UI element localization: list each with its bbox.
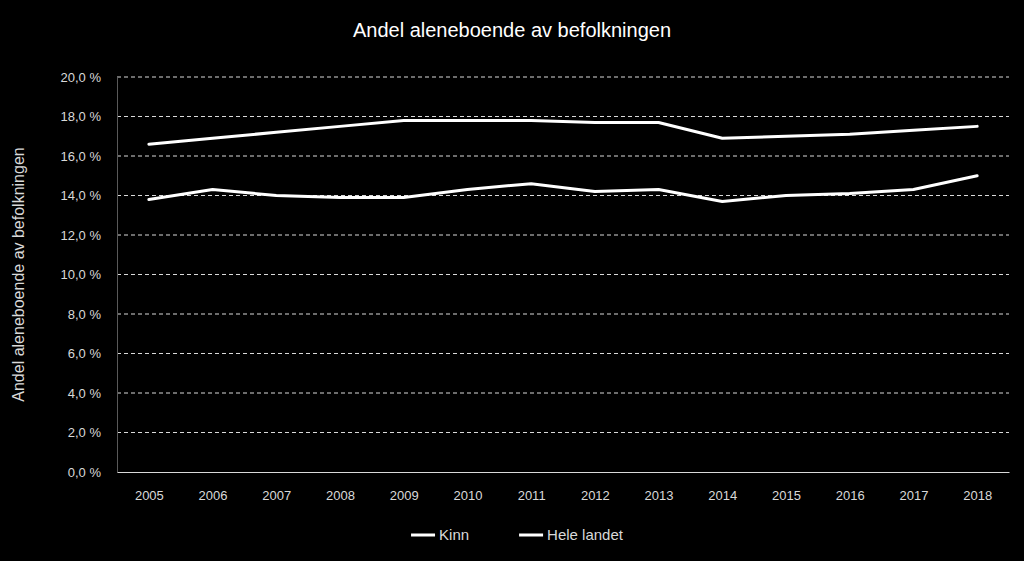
x-tick-label: 2007 [262, 488, 291, 503]
y-tick: 16,0 % [61, 149, 117, 164]
legend-label: Kinn [439, 526, 469, 543]
y-tick-label: 20,0 % [61, 70, 102, 85]
grid [117, 77, 1009, 433]
x-tick-label: 2016 [836, 488, 865, 503]
x-tick-label: 2014 [708, 488, 737, 503]
x-tick: 2009 [390, 472, 419, 503]
x-tick: 2015 [772, 472, 801, 503]
y-tick: 0,0 % [68, 465, 117, 480]
x-tick: 2013 [645, 472, 674, 503]
x-tick-label: 2010 [453, 488, 482, 503]
x-tick-label: 2013 [645, 488, 674, 503]
y-tick: 18,0 % [61, 109, 117, 124]
grid-line [117, 116, 1009, 117]
x-axis: 2005 2006 2007 2008 2009 2010 2011 2012 2013 2014… [118, 472, 1010, 503]
legend-item: Hele landet [519, 526, 624, 543]
y-tick-label: 14,0 % [61, 188, 102, 203]
plot: 0,0 % 2,0 % 4,0 % 6,0 % 8,0 % 10,0 % 12,0 % 14,… [61, 70, 1010, 504]
y-axis-line [117, 78, 118, 473]
y-tick-label: 2,0 % [68, 425, 102, 440]
x-tick-label: 2017 [899, 488, 928, 503]
y-tick: 20,0 % [61, 70, 117, 85]
y-tick: 8,0 % [68, 307, 117, 322]
grid-line [117, 393, 1009, 394]
y-tick: 12,0 % [61, 228, 117, 243]
grid-line [117, 353, 1009, 354]
grid-line [117, 195, 1009, 196]
y-tick: 10,0 % [61, 267, 117, 282]
x-tick-label: 2008 [326, 488, 355, 503]
series-line [149, 176, 977, 202]
grid-line [117, 77, 1009, 78]
series-line [149, 120, 977, 144]
chart: 0,0 % 2,0 % 4,0 % 6,0 % 8,0 % 10,0 % 12,0 % 14,… [0, 0, 1024, 561]
x-axis-line [118, 472, 1010, 473]
x-tick: 2005 [135, 472, 164, 503]
grid-line [117, 156, 1009, 157]
x-tick-label: 2011 [518, 488, 546, 503]
y-axis-title: Andel aleneboende av befolkningen [10, 147, 27, 401]
x-tick: 2012 [581, 472, 610, 503]
x-tick: 2014 [708, 472, 737, 503]
y-tick: 4,0 % [68, 386, 117, 401]
legend-swatch [411, 534, 435, 537]
x-tick: 2011 [518, 472, 546, 503]
x-tick: 2016 [836, 472, 865, 503]
y-tick-label: 16,0 % [61, 149, 102, 164]
x-tick: 2018 [963, 472, 992, 503]
y-tick-label: 12,0 % [61, 228, 102, 243]
x-tick-label: 2018 [963, 488, 992, 503]
legend: Kinn Hele landet [411, 526, 624, 543]
y-tick-label: 10,0 % [61, 267, 102, 282]
y-tick-label: 6,0 % [68, 346, 102, 361]
grid-line [117, 432, 1009, 433]
x-tick: 2008 [326, 472, 355, 503]
legend-label: Hele landet [547, 526, 624, 543]
x-tick-label: 2009 [390, 488, 419, 503]
y-axis: 0,0 % 2,0 % 4,0 % 6,0 % 8,0 % 10,0 % 12,0 % 14,… [61, 70, 118, 480]
legend-swatch [519, 534, 543, 537]
y-tick-label: 8,0 % [68, 307, 102, 322]
y-tick-label: 0,0 % [68, 465, 102, 480]
grid-line [117, 314, 1009, 315]
x-tick-label: 2015 [772, 488, 801, 503]
background [0, 0, 1024, 561]
title: Andel aleneboende av befolkningen [353, 19, 671, 41]
y-tick-label: 4,0 % [68, 386, 102, 401]
grid-line [117, 274, 1009, 275]
y-tick-label: 18,0 % [61, 109, 102, 124]
y-tick: 2,0 % [68, 425, 117, 440]
y-tick: 6,0 % [68, 346, 117, 361]
grid-line [117, 235, 1009, 236]
x-tick-label: 2006 [199, 488, 228, 503]
x-tick: 2017 [899, 472, 928, 503]
x-tick: 2006 [199, 472, 228, 503]
series-lines [149, 120, 977, 201]
x-tick: 2010 [453, 472, 482, 503]
x-tick: 2007 [262, 472, 291, 503]
x-tick-label: 2005 [135, 488, 164, 503]
x-tick-label: 2012 [581, 488, 610, 503]
legend-item: Kinn [411, 526, 469, 543]
y-tick: 14,0 % [61, 188, 117, 203]
